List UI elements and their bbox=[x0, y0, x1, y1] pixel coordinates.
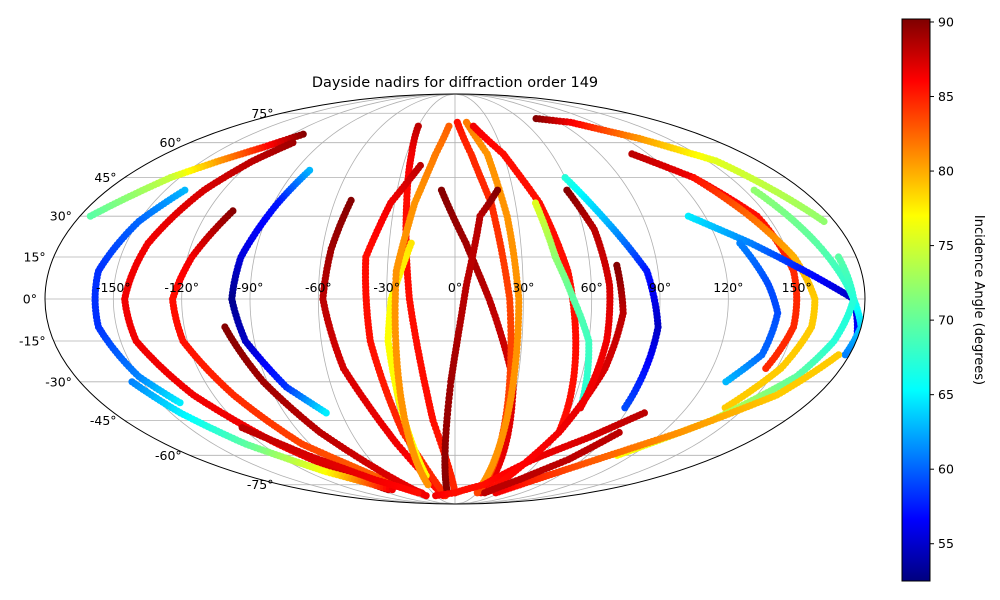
nadir-point bbox=[481, 489, 489, 497]
colorbar-label: Incidence Angle (degrees) bbox=[971, 215, 986, 385]
nadir-point bbox=[621, 404, 629, 412]
lon-tick-label: 0° bbox=[448, 280, 462, 295]
track-series bbox=[319, 196, 447, 500]
map-grid bbox=[45, 93, 865, 505]
lat-tick-label: -30° bbox=[45, 374, 72, 389]
nadir-point bbox=[640, 409, 649, 417]
track-series bbox=[462, 118, 523, 489]
lon-tick-label: 90° bbox=[649, 280, 671, 295]
lon-tick-label: 30° bbox=[512, 280, 534, 295]
lat-tick-label: -75° bbox=[247, 477, 274, 492]
colorbar-tick-label: 75 bbox=[938, 238, 954, 253]
lat-tick-label: -15° bbox=[19, 333, 46, 348]
lat-tick-label: -60° bbox=[155, 448, 182, 463]
lat-tick-label: 60° bbox=[160, 135, 182, 150]
nadir-point bbox=[322, 409, 330, 417]
colorbar-tick-label: 90 bbox=[938, 14, 954, 29]
nadir-point bbox=[820, 217, 828, 226]
track-series bbox=[441, 186, 502, 497]
track-series bbox=[86, 130, 307, 220]
lon-tick-label: 60° bbox=[581, 280, 603, 295]
lat-tick-label: 75° bbox=[251, 106, 273, 121]
lat-tick-label: 30° bbox=[50, 209, 72, 224]
lon-tick-label: -90° bbox=[237, 280, 264, 295]
lon-tick-label: -120° bbox=[164, 280, 199, 295]
nadir-point bbox=[762, 364, 770, 372]
lat-tick-label: -45° bbox=[90, 413, 117, 428]
nadir-point bbox=[722, 378, 730, 386]
lat-tick-label: 45° bbox=[94, 170, 116, 185]
nadir-point bbox=[176, 399, 184, 407]
nadir-point bbox=[414, 489, 422, 497]
colorbar: 55 60 65 70 75 80 85 90 Incidence Angle (degree… bbox=[901, 14, 986, 582]
nadir-point bbox=[424, 481, 432, 489]
lon-tick-label: 150° bbox=[782, 280, 812, 295]
nadir-point bbox=[86, 212, 94, 220]
lon-tick-label: 120° bbox=[713, 280, 743, 295]
colorbar-ticks: 55 60 65 70 75 80 85 90 bbox=[930, 14, 954, 551]
nadir-point bbox=[493, 186, 502, 194]
nadir-tracks bbox=[86, 115, 865, 500]
lon-tick-label: -60° bbox=[305, 280, 332, 295]
colorbar-gradient bbox=[901, 18, 931, 582]
lat-tick-label: 0° bbox=[23, 292, 37, 307]
colorbar-tick-label: 55 bbox=[938, 536, 954, 551]
track-series bbox=[169, 207, 426, 497]
colorbar-tick-label: 65 bbox=[938, 387, 954, 402]
track-series bbox=[228, 166, 330, 417]
colorbar-tick-label: 60 bbox=[938, 462, 954, 477]
colorbar-tick-label: 85 bbox=[938, 89, 954, 104]
nadir-point bbox=[576, 404, 585, 412]
lat-tick-label: 15° bbox=[24, 250, 46, 265]
track-series bbox=[91, 186, 189, 407]
nadir-point bbox=[473, 489, 481, 497]
track-series bbox=[531, 199, 593, 412]
track-series bbox=[391, 122, 453, 489]
lon-tick-label: -150° bbox=[96, 280, 131, 295]
chart-title: Dayside nadirs for diffraction order 149 bbox=[312, 75, 598, 91]
colorbar-tick-label: 80 bbox=[938, 164, 954, 179]
lon-tick-labels: -150° -120° -90° -60° -30° 0° 30° 60° 90° 120° 150… bbox=[96, 280, 812, 295]
colorbar-tick-label: 70 bbox=[938, 313, 954, 328]
lon-tick-label: -30° bbox=[373, 280, 400, 295]
nadir-point bbox=[422, 492, 430, 500]
